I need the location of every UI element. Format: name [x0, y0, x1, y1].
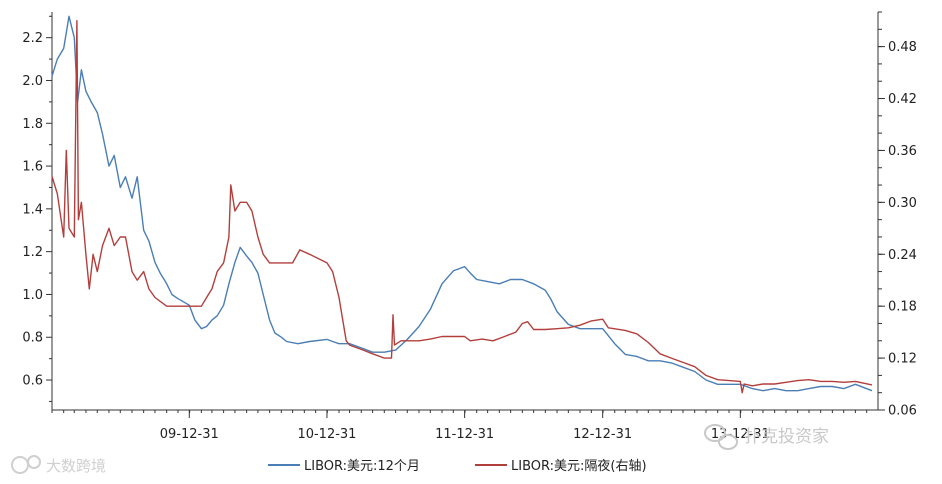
series-line-overnight [51, 20, 873, 394]
right-tick-label: 0.30 [888, 196, 917, 211]
left-tick-label: 1.8 [22, 117, 43, 132]
x-tick-label: 09-12-31 [160, 427, 219, 442]
left-watermark-logo-icon [11, 455, 41, 474]
right-tick-label: 0.48 [888, 40, 917, 55]
legend-label-overnight: LIBOR:美元:隔夜(右轴) [511, 459, 647, 474]
left-watermark-text: 大数跨境 [46, 457, 106, 475]
right-tick-label: 0.24 [888, 248, 917, 263]
right-tick-label: 0.36 [888, 144, 917, 159]
legend: LIBOR:美元:12个月 LIBOR:美元:隔夜(右轴) [268, 459, 647, 474]
right-tick-label: 0.18 [888, 300, 917, 315]
right-tick-label: 0.42 [888, 92, 917, 107]
x-tick-label: 10-12-31 [297, 427, 356, 442]
legend-label-12m: LIBOR:美元:12个月 [304, 459, 420, 474]
wechat-icon [704, 424, 738, 450]
series-line-12m [51, 15, 873, 392]
left-tick-label: 1.6 [22, 160, 43, 175]
left-tick-label: 1.0 [22, 288, 43, 303]
left-tick-label: 1.4 [22, 202, 43, 217]
right-tick-label: 0.12 [888, 352, 917, 367]
axes: 0.6 0.8 1.0 1.2 1.4 1.6 1.8 2.0 2.2 0.06 0.12 0.18 0… [22, 11, 917, 442]
x-tick-label: 11-12-31 [435, 427, 494, 442]
left-tick-label: 0.6 [22, 374, 43, 389]
x-tick-label: 12-12-31 [573, 427, 632, 442]
left-tick-label: 1.2 [22, 245, 43, 260]
right-tick-label: 0.06 [888, 404, 917, 419]
left-tick-label: 2.2 [22, 31, 43, 46]
watermarks: 大数跨境 扑克投资家 [11, 424, 829, 475]
series-layer [51, 15, 873, 394]
left-tick-label: 0.8 [22, 331, 43, 346]
right-watermark-text: 扑克投资家 [744, 427, 829, 447]
left-tick-label: 2.0 [22, 74, 43, 89]
